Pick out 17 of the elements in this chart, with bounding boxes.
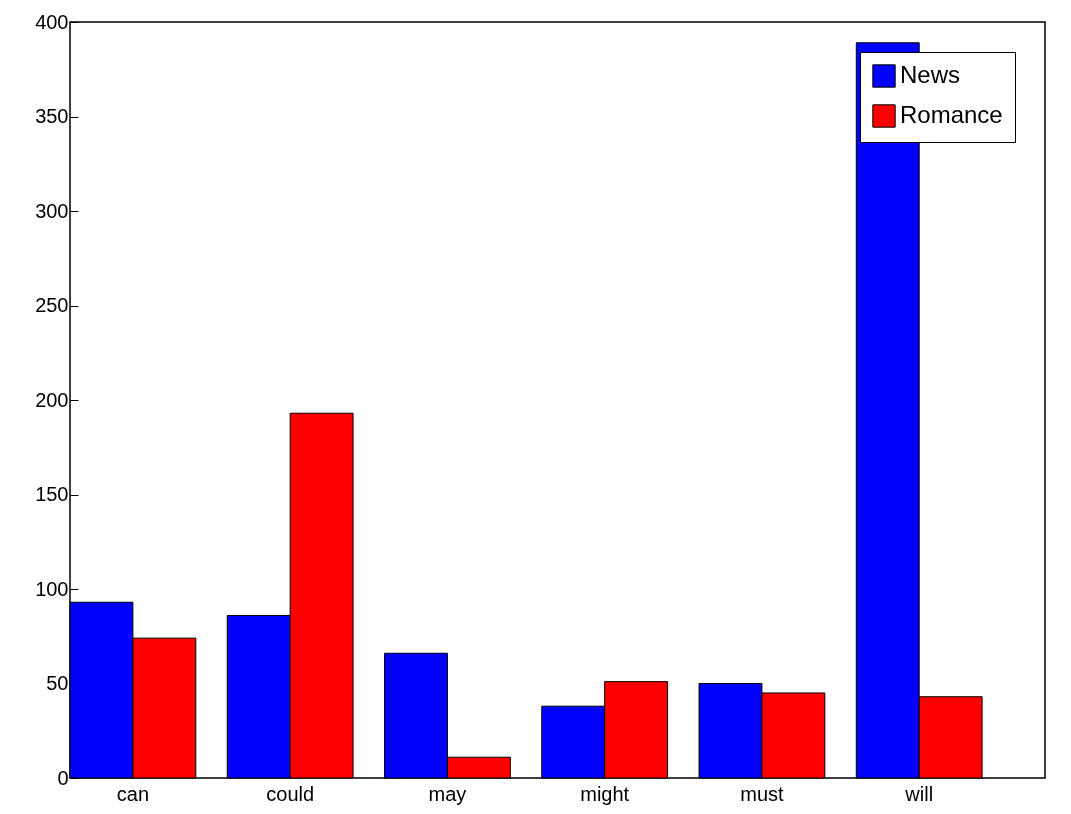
y-tick-label: 50 xyxy=(46,672,69,694)
x-tick-label: must xyxy=(740,782,785,805)
y-tick-label: 0 xyxy=(57,766,69,789)
y-tick-label: 150 xyxy=(35,483,69,505)
legend-label: Romance xyxy=(900,101,1003,128)
x-tick-label: will xyxy=(904,782,934,805)
y-tick-label: 400 xyxy=(35,10,69,33)
x-tick-label: may xyxy=(428,782,467,805)
x-tick-label: can xyxy=(116,782,150,805)
y-tick-label: 200 xyxy=(35,388,69,411)
x-tick-label: might xyxy=(580,782,630,805)
y-tick-label: 350 xyxy=(35,105,69,127)
y-tick-label: 250 xyxy=(35,294,69,316)
legend-label: News xyxy=(900,61,961,88)
y-tick-label: 300 xyxy=(35,199,69,222)
y-tick-label: 100 xyxy=(35,577,69,600)
x-tick-label: could xyxy=(266,782,315,805)
